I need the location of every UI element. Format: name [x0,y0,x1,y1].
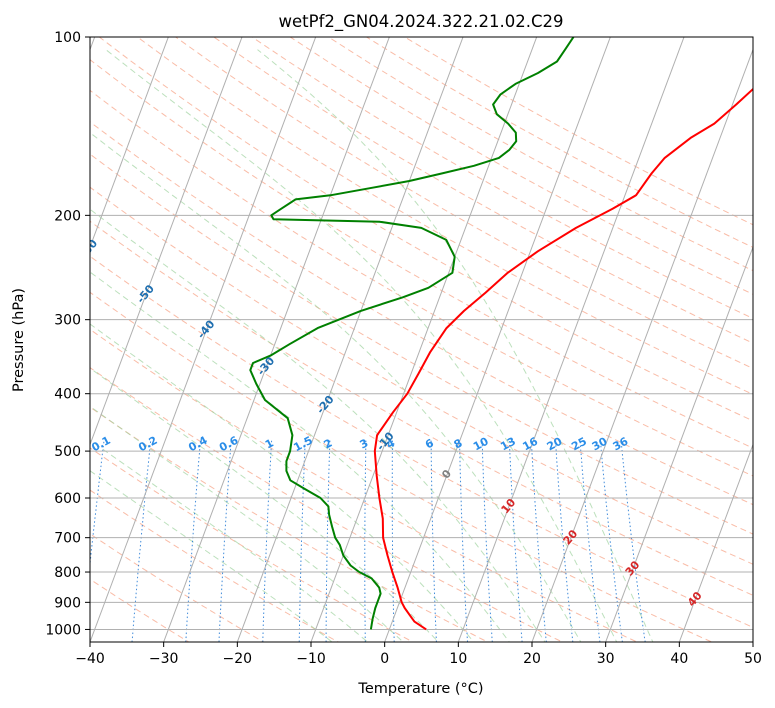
mixing-ratio-line [508,440,523,642]
mixing-ratio-line [599,440,623,642]
isotherm-line [90,37,169,249]
moist-adiabat-line [90,439,369,642]
dry-adiabat-line [90,59,753,449]
y-axis-title: Pressure (hPa) [11,288,27,392]
isotherm-line [236,37,464,642]
mixing-ratio-label: 16 [520,435,540,454]
axis-ticks: −40 −30 −20 −10 0 10 20 30 40 50 100 200 300 400 500 60… [45,30,762,667]
x-tick-label: 20 [523,651,541,667]
mixing-ratio-label: 13 [498,435,518,454]
grid-lines [90,37,753,642]
moist-adiabat-line [90,323,475,642]
dry-adiabat-line [90,291,713,642]
x-tick-label: 50 [744,651,762,667]
isotherm-line [163,37,390,642]
plot-frame [89,36,754,643]
x-tick-label: −10 [296,651,326,667]
mixing-ratio-line [364,440,367,642]
moist-adiabat-line [90,271,510,642]
y-tick-label: 800 [54,565,81,581]
mixing-ratio-label: 10 [471,435,491,454]
isotherm-line [457,37,685,642]
mixing-ratio-line [481,440,493,642]
y-tick-label: 400 [54,387,81,403]
x-tick-label: 30 [597,651,615,667]
x-tick-label: 10 [449,651,467,667]
dry-adiabat-line [90,255,753,628]
mixing-ratio-label: 30 [590,435,610,454]
mixing-ratio-line [298,440,306,642]
dry-adiabat-line [90,406,489,642]
moist-adiabat-line [90,132,582,642]
isotherm-line [90,37,317,642]
isotherm-line [310,37,538,642]
background-lines [90,37,753,642]
mixing-ratio-line [218,440,232,642]
dry-adiabat-line [90,121,753,506]
isotherm-line [605,245,753,642]
moist-adiabat-line [257,49,654,642]
x-tick-label: −30 [149,651,179,667]
mixing-ratio-label: 20 [545,435,565,454]
y-tick-label: 1000 [45,622,81,638]
chart-title: wetPf2_GN04.2024.322.21.02.C29 [279,12,564,32]
mixing-ratio-label: 25 [569,435,589,454]
mixing-ratio-line [325,440,331,642]
mixing-ratio-line [391,440,395,642]
moist-adiabat-line [90,405,404,642]
x-tick-label: 40 [670,651,688,667]
x-tick-label: −20 [223,651,253,667]
y-tick-label: 900 [54,595,81,611]
mixing-ratio-line [90,440,105,569]
dry-adiabat-line [90,367,564,642]
mixing-ratio-label: 36 [611,435,631,454]
dry-adiabat-line [90,447,414,642]
y-tick-label: 300 [54,313,81,329]
y-tick-label: 700 [54,531,81,547]
temperature-profile-line [373,87,753,631]
dry-adiabat-line [90,578,190,642]
mixing-ratio-line [620,440,646,642]
moist-adiabat-line [105,49,618,642]
x-tick-label: 0 [380,651,389,667]
mixing-ratio-line [262,440,273,642]
isotherm-line [678,443,753,642]
moist-adiabat-line [90,367,440,642]
isotherm-line [90,37,243,446]
y-tick-label: 100 [54,30,81,46]
dry-adiabat-line [251,37,753,320]
y-tick-label: 500 [54,444,81,460]
dewpoint-profile-line [249,37,575,630]
isotherm-line [531,48,753,642]
mixing-ratio-line [579,440,601,642]
mixing-ratio-line [430,440,437,642]
mixing-ratio-line [459,440,469,642]
isotherm-label: -60 [77,237,100,261]
y-tick-label: 200 [54,208,81,224]
dry-adiabat-line [98,37,753,422]
moist-adiabat-line [90,208,546,642]
isotherm-line [384,37,611,642]
dry-adiabat-line [90,220,753,596]
x-axis-title: Temperature (°C) [357,681,483,697]
dry-adiabat-line [289,37,753,295]
dry-adiabat-line [90,533,265,642]
dry-adiabat-line [174,37,753,370]
x-tick-label: −40 [75,651,105,667]
dry-adiabat-line [90,328,639,642]
y-tick-label: 600 [54,491,81,507]
dry-adiabat-line [90,186,753,565]
data-series [249,37,753,631]
